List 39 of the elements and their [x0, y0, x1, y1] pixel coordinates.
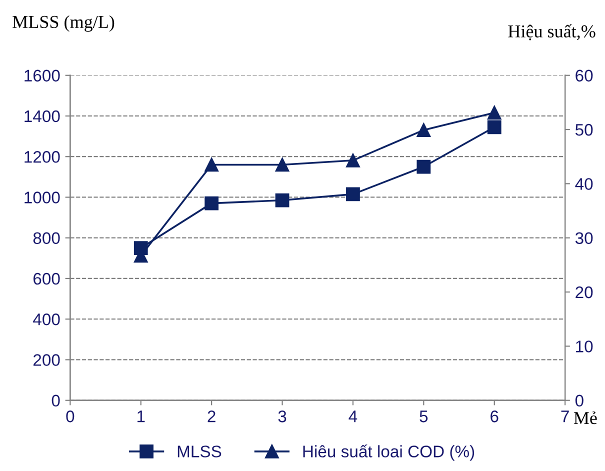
point [487, 120, 502, 134]
x-tick-label: 0 [66, 410, 74, 422]
x-tick-label: 1 [138, 410, 145, 422]
point [204, 158, 219, 172]
y-tick-label: 1400 [24, 110, 60, 122]
point [487, 106, 502, 120]
y-tick-label: 0 [52, 394, 60, 407]
point [346, 153, 360, 168]
y-tick-label: 1200 [24, 151, 60, 163]
legend-label: Hiêu suất loai COD (%) [303, 444, 474, 461]
y-tick-label: 600 [34, 272, 60, 285]
x-tick-label: 3 [278, 410, 286, 422]
point [204, 196, 219, 210]
point [416, 123, 431, 138]
y2-tick-label: 50 [575, 124, 593, 136]
y-tick-label: 1000 [24, 192, 60, 204]
x-tick-label: 4 [348, 410, 358, 422]
y2-tick-label: 30 [575, 232, 593, 244]
y2-tick-label: 0 [575, 394, 584, 407]
point [346, 187, 360, 202]
y2-tick-label: 40 [575, 178, 593, 190]
y2-tick-label: 20 [576, 286, 593, 298]
point [275, 193, 290, 208]
y2-tick-label: 10 [576, 340, 593, 352]
legend-label: MLSS [178, 446, 222, 458]
x-tick-label: 5 [420, 410, 428, 422]
y2-tick-label: 60 [576, 70, 593, 82]
y-axis-title: MLSS (mg/L) [12, 15, 114, 32]
x-tick-label: 7 [561, 410, 569, 422]
y-tick-label: 200 [33, 354, 60, 366]
x-axis-title: Mẻ [574, 412, 597, 424]
x-tick-label: 2 [208, 410, 216, 422]
y-tick-label: 1600 [24, 70, 60, 82]
point [275, 158, 290, 172]
y-tick-label: 800 [33, 232, 60, 244]
x-tick-label: 6 [490, 410, 498, 422]
y-tick-label: 400 [33, 314, 60, 326]
y2-axis-title: Hiệu suất,% [508, 24, 596, 40]
point [416, 160, 431, 174]
